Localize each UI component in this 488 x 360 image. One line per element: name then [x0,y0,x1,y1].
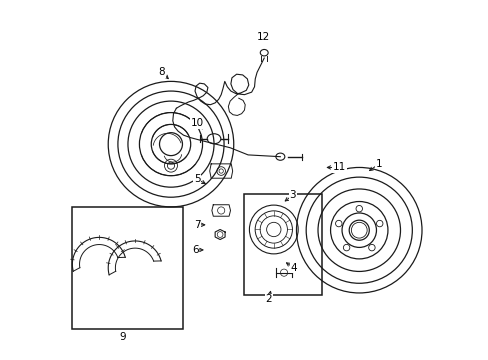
Text: 1: 1 [375,159,382,169]
Text: 10: 10 [190,118,203,128]
Text: 12: 12 [256,32,269,42]
Text: 8: 8 [159,67,165,77]
Text: 3: 3 [289,190,296,200]
Text: 5: 5 [193,174,200,184]
Bar [72,207,183,329]
Text: 4: 4 [290,263,297,273]
Text: 9: 9 [119,332,125,342]
Bar [244,194,321,295]
Text: 11: 11 [332,162,346,172]
Text: 2: 2 [265,294,272,304]
Text: 7: 7 [193,220,200,230]
Text: 6: 6 [192,245,198,255]
